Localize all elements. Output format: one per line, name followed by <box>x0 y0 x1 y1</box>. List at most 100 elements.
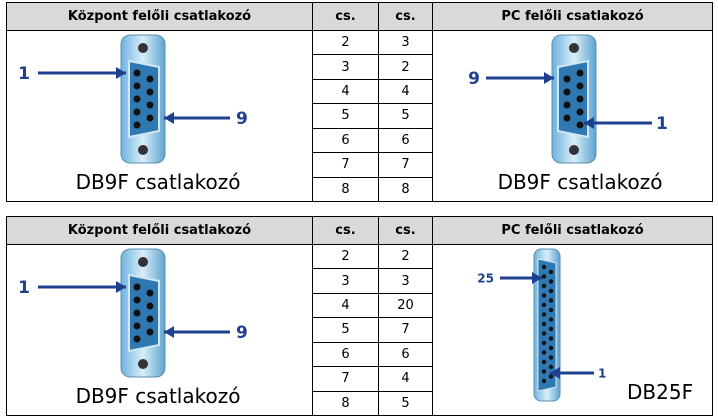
pin <box>548 279 553 284</box>
pin <box>563 88 570 96</box>
pin <box>563 101 570 109</box>
pin-label: 9 <box>236 323 248 343</box>
pin <box>541 350 546 355</box>
table-row: 1 9 DB9F csatlakozó 2 3 9 1 DB9F csatlakozó <box>6 29 713 202</box>
pin-cell: 3 <box>378 268 433 294</box>
pin <box>548 364 553 370</box>
header-cell: cs. <box>378 2 433 31</box>
header-cell: cs. <box>312 216 379 245</box>
pin <box>541 340 546 346</box>
pin-cell: 2 <box>312 243 379 270</box>
table-row: 1 9 DB9F csatlakozó 2 2 25 1 DB25F <box>6 243 713 416</box>
pin <box>146 302 153 310</box>
pin-cell: 4 <box>312 292 379 319</box>
pin <box>541 283 546 289</box>
pin-cell: 3 <box>378 29 433 56</box>
header-cell: PC felőli csatlakozó <box>432 216 713 245</box>
pinout-table: Központ felőli csatlakozó cs. cs. PC felőli… <box>6 216 713 416</box>
screw-hole <box>568 43 579 53</box>
caption: DB25F <box>627 380 693 404</box>
pin <box>133 309 140 317</box>
arrow-head <box>549 367 560 379</box>
pin-cell: 4 <box>378 366 433 392</box>
pin <box>541 378 546 384</box>
caption: DB9F csatlakozó <box>75 170 240 194</box>
pin-cell: 7 <box>378 152 433 178</box>
pin-cell: 2 <box>312 29 379 56</box>
pin <box>548 345 553 351</box>
pin-cell: 5 <box>312 103 379 129</box>
pin <box>133 296 140 304</box>
pin <box>133 108 140 116</box>
pin <box>133 283 140 291</box>
pin-label: 1 <box>18 278 30 298</box>
pin <box>541 321 546 327</box>
pin <box>548 374 553 379</box>
arrow-head <box>163 326 174 338</box>
pin-label: 1 <box>598 366 606 380</box>
pin-label: 9 <box>236 109 248 129</box>
connector-figure: 25 1 DB25F <box>477 248 693 404</box>
pin <box>133 121 140 129</box>
header-cell: Központ felőli csatlakozó <box>6 2 313 31</box>
pin <box>548 326 553 332</box>
pin <box>146 289 153 297</box>
header-cell: Központ felőli csatlakozó <box>6 216 313 245</box>
header-row: Központ felőli csatlakozó cs. cs. PC felőli… <box>6 216 713 245</box>
connector-cell: 1 9 DB9F csatlakozó <box>6 244 313 416</box>
screw-hole <box>137 145 148 155</box>
pin-cell: 8 <box>312 176 379 203</box>
pin <box>146 315 153 323</box>
pin <box>133 69 140 77</box>
pin <box>146 88 153 96</box>
screw-hole <box>137 257 148 267</box>
pin <box>133 95 140 103</box>
connector-figure: 1 9 DB9F csatlakozó <box>18 34 248 194</box>
connector-cell: 1 9 DB9F csatlakozó <box>6 30 313 202</box>
pin-cell: 8 <box>378 176 433 203</box>
pin <box>548 336 553 341</box>
pin-label: 1 <box>18 64 30 84</box>
pin-cell: 8 <box>312 390 379 416</box>
pin-label: 1 <box>656 114 668 134</box>
arrow-head <box>543 72 554 84</box>
pin-cell: 6 <box>378 341 433 368</box>
caption: DB9F csatlakozó <box>75 384 240 408</box>
pin <box>548 269 553 275</box>
header-row: Központ felőli csatlakozó cs. cs. PC felőli… <box>6 2 713 31</box>
connector-cell: 25 1 DB25F <box>432 244 713 416</box>
pin <box>146 101 153 109</box>
pin <box>576 108 583 116</box>
connector-figure: 1 9 DB9F csatlakozó <box>18 248 248 408</box>
pin <box>576 121 583 129</box>
arrow-head <box>531 272 542 284</box>
header-cell: PC felőli csatlakozó <box>432 2 713 31</box>
pin-cell: 5 <box>312 317 379 343</box>
pin-cell: 6 <box>312 127 379 154</box>
pin <box>541 302 546 308</box>
pin <box>576 82 583 90</box>
pin-cell: 7 <box>378 317 433 343</box>
pin-cell: 2 <box>378 243 433 270</box>
pin <box>541 312 546 317</box>
pin-cell: 2 <box>378 54 433 80</box>
pin <box>541 331 546 336</box>
pin <box>548 317 553 322</box>
pin-cell: 7 <box>312 152 379 178</box>
arrow-head <box>115 281 126 293</box>
pin <box>146 328 153 336</box>
pin-cell: 20 <box>378 292 433 319</box>
pin-label: 9 <box>468 69 480 89</box>
pin <box>563 114 570 122</box>
pin-cell: 5 <box>378 103 433 129</box>
pin-cell: 3 <box>312 54 379 80</box>
connector-cell: 9 1 DB9F csatlakozó <box>432 30 713 202</box>
arrow-head <box>163 112 174 124</box>
